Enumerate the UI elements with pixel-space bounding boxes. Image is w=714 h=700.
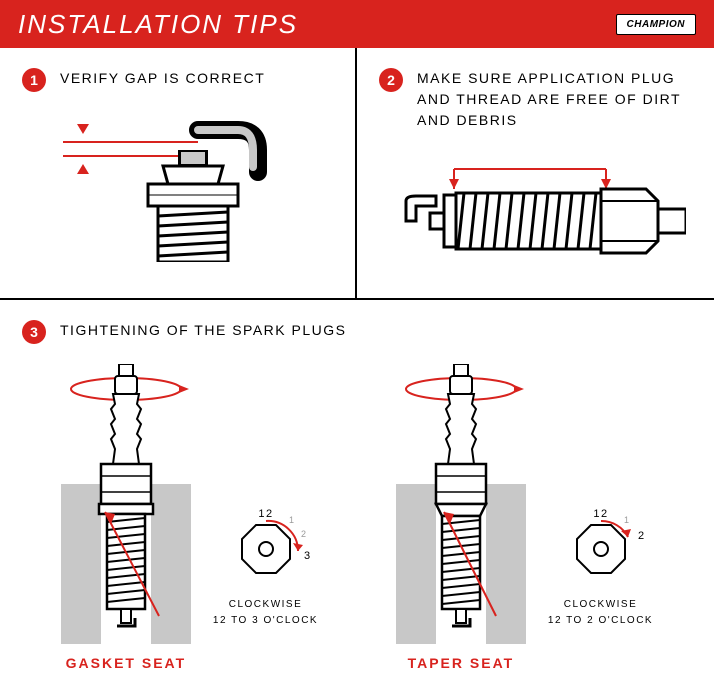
step-head-2: 2 Make sure application plug and thread … xyxy=(379,68,692,131)
clock-3: 3 xyxy=(304,550,311,562)
taper-seat-label: Taper Seat xyxy=(396,655,526,671)
gasket-plug-block: Gasket Seat xyxy=(61,364,191,671)
step-number-3: 3 xyxy=(22,320,46,344)
gap-diagram-svg xyxy=(43,112,313,262)
illustration-thread xyxy=(379,151,692,291)
clock-2-t: 2 xyxy=(638,530,646,542)
panel-clean-thread: 2 Make sure application plug and thread … xyxy=(357,48,714,298)
illustration-gap xyxy=(22,112,333,262)
gasket-seat-label: Gasket Seat xyxy=(61,655,191,671)
thread-diagram-svg xyxy=(386,151,686,291)
clock-range-gasket: 12 to 3 o'clock xyxy=(213,613,318,629)
taper-clock-svg: 12 1 2 xyxy=(556,507,646,597)
step-head-3: 3 Tightening of the spark plugs xyxy=(22,320,692,344)
panel-verify-gap: 1 Verify gap is correct xyxy=(0,48,357,298)
clock-direction-taper: clockwise xyxy=(564,597,638,613)
step-number-2: 2 xyxy=(379,68,403,92)
gasket-clock-svg: 12 1 2 3 xyxy=(221,507,311,597)
gasket-plug-svg xyxy=(61,364,191,644)
taper-seat-group: Taper Seat 12 1 2 clockwise 12 to 2 o'cl… xyxy=(396,364,653,671)
clock-direction-gasket: clockwise xyxy=(229,597,303,613)
header-bar: Installation Tips CHAMPION xyxy=(0,0,714,48)
clock-12-t: 12 xyxy=(593,508,608,520)
clock-1: 1 xyxy=(289,515,296,525)
clock-range-taper: 12 to 2 o'clock xyxy=(548,613,653,629)
gasket-clock-block: 12 1 2 3 clockwise 12 to 3 o'clock xyxy=(213,507,318,671)
taper-plug-svg xyxy=(396,364,526,644)
taper-clock-block: 12 1 2 clockwise 12 to 2 o'clock xyxy=(548,507,653,671)
top-row: 1 Verify gap is correct xyxy=(0,48,714,300)
page-title: Installation Tips xyxy=(18,9,298,40)
step-number-1: 1 xyxy=(22,68,46,92)
panel-tightening: 3 Tightening of the spark plugs xyxy=(0,300,714,691)
brand-badge: CHAMPION xyxy=(616,14,696,35)
step-text-2: Make sure application plug and thread ar… xyxy=(417,68,692,131)
tightening-row: Gasket Seat 12 1 2 3 clockwise 12 to 3 o… xyxy=(22,364,692,671)
step-head-1: 1 Verify gap is correct xyxy=(22,68,333,92)
step-text-1: Verify gap is correct xyxy=(60,68,265,89)
taper-plug-block: Taper Seat xyxy=(396,364,526,671)
clock-12: 12 xyxy=(258,508,273,520)
clock-1-t: 1 xyxy=(624,515,631,525)
gasket-seat-group: Gasket Seat 12 1 2 3 clockwise 12 to 3 o… xyxy=(61,364,318,671)
clock-2: 2 xyxy=(301,529,308,539)
step-text-3: Tightening of the spark plugs xyxy=(60,320,346,341)
